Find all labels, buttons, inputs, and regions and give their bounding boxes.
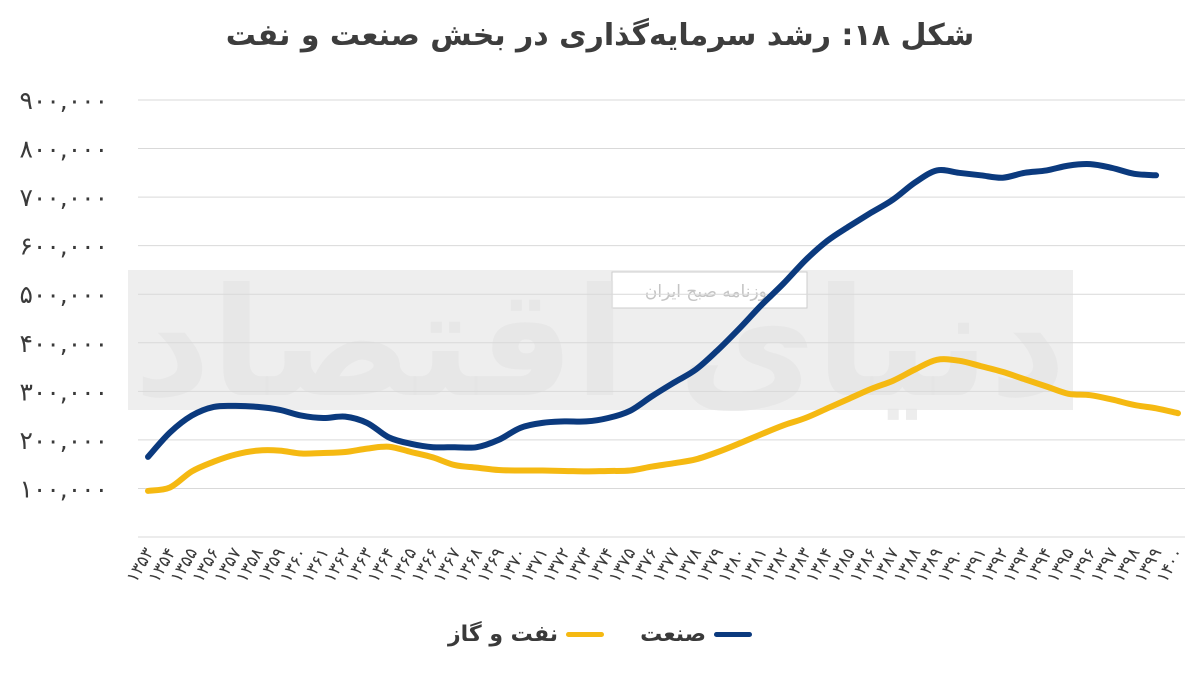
y-tick-label: ۲۰۰,۰۰۰ — [19, 426, 108, 455]
y-tick-label: ۴۰۰,۰۰۰ — [19, 329, 108, 358]
legend-item-oil-gas: نفت و گاز — [447, 622, 605, 647]
legend-label-oil-gas: نفت و گاز — [447, 622, 559, 647]
y-tick-label: ۱۰۰,۰۰۰ — [19, 474, 108, 503]
legend-swatch-industry — [714, 632, 753, 637]
watermark-logo-text: دنیای اقتصاد — [134, 257, 1067, 431]
series-line-industry — [145, 161, 1160, 460]
watermark: روزنامه صبح ایران دنیای اقتصاد — [128, 257, 1073, 431]
gridlines — [138, 99, 1185, 538]
legend-label-industry: صنعت — [640, 622, 707, 647]
watermark-tagline: روزنامه صبح ایران — [645, 282, 775, 302]
y-tick-label: ۸۰۰,۰۰۰ — [19, 135, 108, 164]
legend-swatch-oil-gas — [566, 632, 605, 637]
chart-title: شکل ۱۸: رشد سرمایه‌گذاری در بخش صنعت و ن… — [225, 18, 975, 53]
watermark-band — [128, 270, 1073, 410]
legend: صنعت نفت و گاز — [0, 622, 1200, 647]
y-tick-label: ۷۰۰,۰۰۰ — [19, 183, 108, 212]
y-tick-label: ۳۰۰,۰۰۰ — [19, 377, 108, 406]
y-tick-label: ۵۰۰,۰۰۰ — [19, 280, 108, 309]
y-tick-label: ۹۰۰,۰۰۰ — [19, 86, 108, 115]
series-lines — [145, 161, 1181, 494]
series-line-oil-gas — [145, 356, 1181, 494]
y-tick-label: ۶۰۰,۰۰۰ — [19, 232, 108, 261]
x-axis-labels: ۱۳۵۳۱۳۵۴۱۳۵۵۱۳۵۶۱۳۵۷۱۳۵۸۱۳۵۹۱۳۶۰۱۳۶۱۱۳۶۲… — [123, 545, 1189, 587]
y-axis-labels: ۱۰۰,۰۰۰ ۲۰۰,۰۰۰ ۳۰۰,۰۰۰ ۴۰۰,۰۰۰ ۵۰۰,۰۰۰ ۶۰۰,۰… — [19, 86, 108, 503]
legend-item-industry: صنعت — [640, 622, 753, 647]
